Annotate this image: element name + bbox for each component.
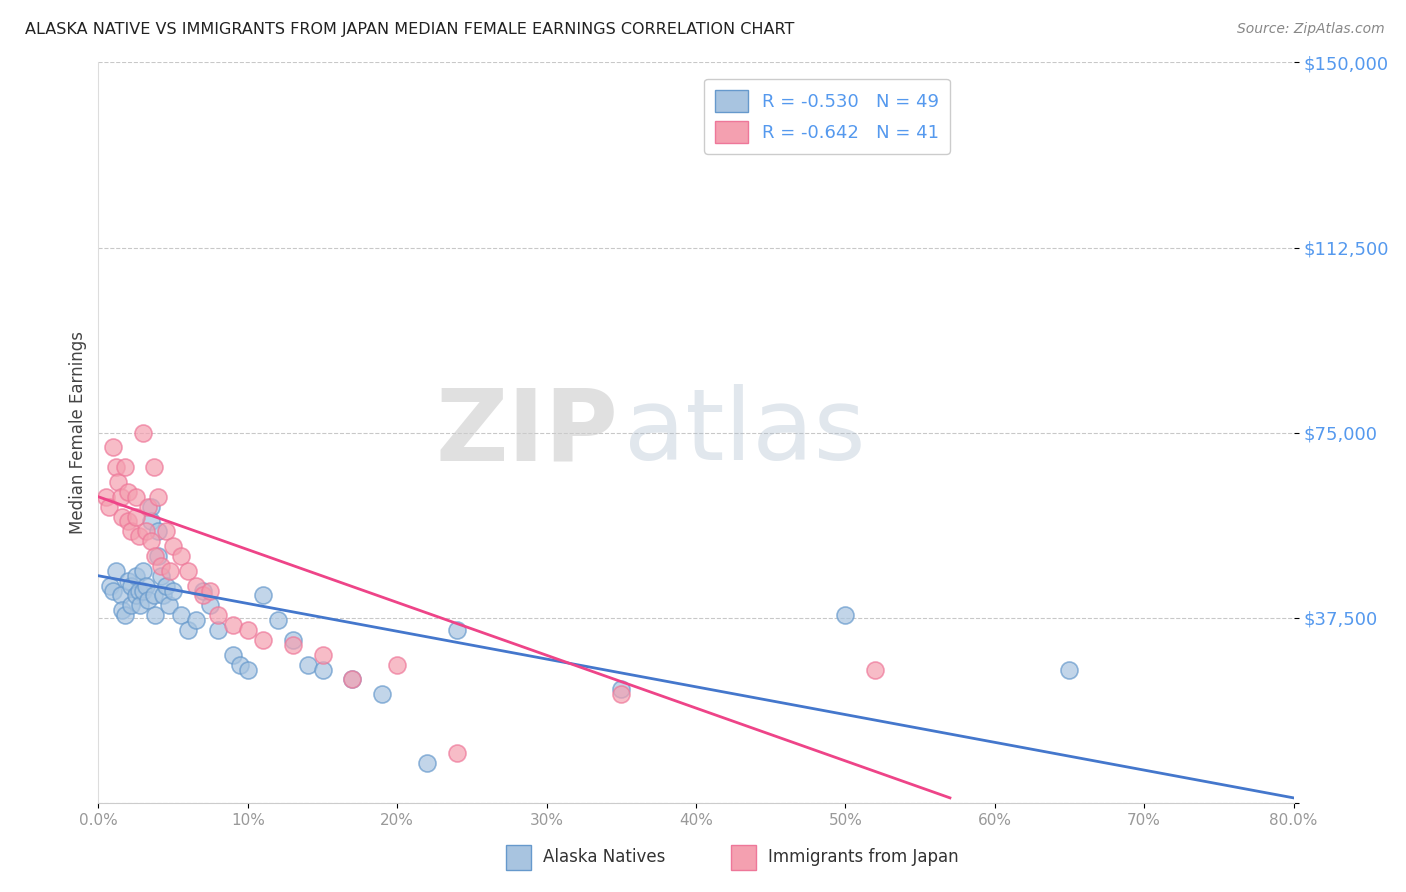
Point [200,583,222,598]
Point [125,589,148,603]
Y-axis label: Median Female Earnings: Median Female Earnings [69,331,87,534]
Point [132,583,155,598]
Point [105,460,128,475]
Point [125,490,148,504]
Text: Source: ZipAtlas.com: Source: ZipAtlas.com [1237,22,1385,37]
Point [177,564,200,578]
Point [128,529,150,543]
Text: ZIP: ZIP [436,384,619,481]
Point [136,593,159,607]
Point [169,549,191,563]
Point [135,524,157,539]
Text: atlas: atlas [624,384,866,481]
Point [120,524,142,539]
Point [200,599,222,613]
Point [128,583,150,598]
Point [297,657,319,672]
Point [252,589,274,603]
Point [191,583,214,598]
Point [132,425,155,440]
Point [371,687,394,701]
Point [207,623,229,637]
Point [125,568,148,582]
Point [236,623,259,637]
Point [152,589,174,603]
Point [117,515,139,529]
Point [135,579,157,593]
Point [834,608,856,623]
Point [222,618,245,632]
Point [236,663,259,677]
Point [125,509,148,524]
Point [342,673,364,687]
Point [94,490,117,504]
Point [150,558,173,573]
Point [159,564,181,578]
Point [107,475,129,489]
Point [155,579,177,593]
Point [120,579,142,593]
Point [169,608,191,623]
Point [110,490,132,504]
Point [110,589,132,603]
Point [117,574,139,588]
Point [416,756,439,771]
Point [610,687,633,701]
Point [155,524,177,539]
Point [1059,663,1081,677]
Point [162,583,184,598]
Point [105,564,128,578]
Text: ALASKA NATIVE VS IMMIGRANTS FROM JAPAN MEDIAN FEMALE EARNINGS CORRELATION CHART: ALASKA NATIVE VS IMMIGRANTS FROM JAPAN M… [25,22,794,37]
Point [222,648,245,662]
Point [446,623,468,637]
Point [143,549,166,563]
Point [148,549,170,563]
Point [142,460,165,475]
Point [111,509,134,524]
Point [311,663,333,677]
Point [342,673,364,687]
Point [207,608,229,623]
Point [281,638,304,652]
Point [139,515,162,529]
Point [150,568,173,582]
Point [229,657,252,672]
Point [865,663,887,677]
Point [177,623,200,637]
Point [129,599,152,613]
Point [117,484,139,499]
Point [97,500,120,514]
Point [184,613,207,627]
Point [252,632,274,647]
Point [267,613,290,627]
Legend: R = -0.530   N = 49, R = -0.642   N = 41: R = -0.530 N = 49, R = -0.642 N = 41 [704,78,950,153]
Point [162,539,184,553]
Point [111,603,134,617]
Point [148,490,170,504]
Point [114,460,136,475]
Point [157,599,180,613]
Point [98,579,122,593]
Point [184,579,207,593]
Text: Alaska Natives: Alaska Natives [543,848,665,866]
Point [281,632,304,647]
Point [120,599,142,613]
Point [114,608,136,623]
Point [132,564,155,578]
Point [191,589,214,603]
Point [385,657,409,672]
Point [311,648,333,662]
Point [143,608,166,623]
Point [446,747,468,761]
Point [610,682,633,697]
Point [136,500,159,514]
Point [103,583,125,598]
Point [142,589,165,603]
Point [139,534,162,549]
Point [103,441,125,455]
Point [148,524,170,539]
Point [139,500,162,514]
Text: Immigrants from Japan: Immigrants from Japan [768,848,959,866]
